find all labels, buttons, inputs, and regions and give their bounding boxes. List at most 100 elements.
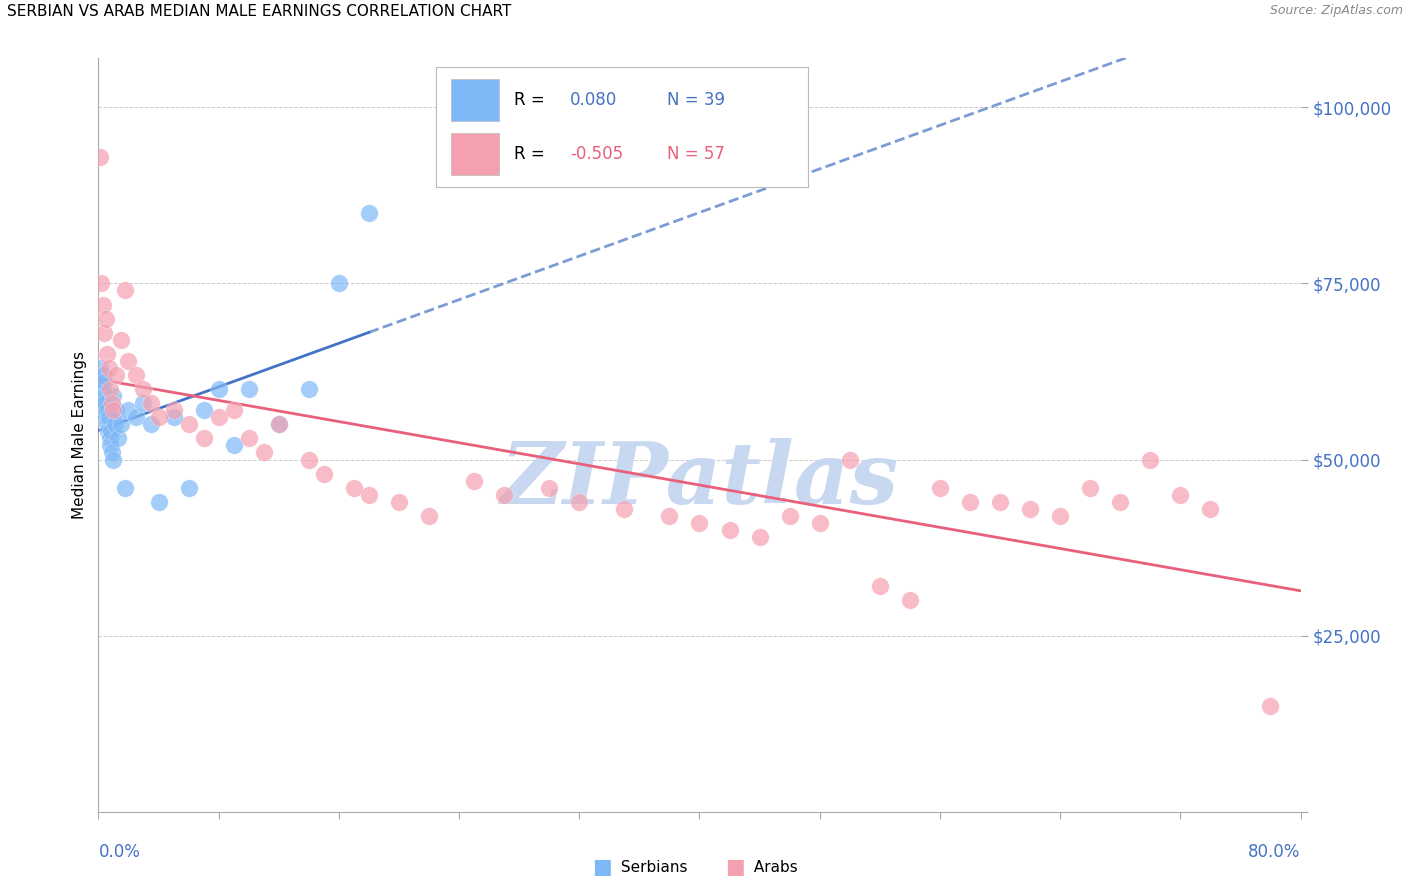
Point (658, 508, 681, 523)
Point (90, 277, 112, 291)
Point (929, 481, 952, 495)
Point (96, 347, 118, 361)
Point (114, 481, 136, 495)
Point (110, 417, 132, 432)
Point (91, 297, 114, 311)
Point (177, 417, 200, 432)
Text: ZIPatlas: ZIPatlas (501, 438, 898, 522)
Point (688, 516, 710, 530)
Point (613, 501, 636, 516)
Point (193, 403, 215, 417)
Point (177, 481, 200, 495)
Point (1139, 452, 1161, 467)
Point (93, 326, 115, 340)
Point (90, 396, 112, 410)
Point (418, 508, 440, 523)
Point (267, 417, 290, 432)
Point (89, 360, 111, 375)
Point (101, 445, 124, 459)
Point (1260, 699, 1282, 714)
Point (253, 445, 276, 459)
Point (463, 474, 485, 488)
Point (91, 403, 114, 417)
Point (748, 530, 770, 544)
Point (97, 425, 120, 439)
Text: Arabs: Arabs (749, 860, 799, 874)
Point (1170, 488, 1192, 502)
Text: ■: ■ (725, 857, 745, 877)
Point (94, 396, 117, 410)
Text: N = 39: N = 39 (666, 91, 725, 109)
Point (114, 284, 136, 298)
Point (1109, 495, 1132, 509)
Point (298, 452, 321, 467)
Point (267, 417, 290, 432)
Y-axis label: Median Male Earnings: Median Male Earnings (72, 351, 87, 519)
Point (162, 403, 184, 417)
Point (298, 382, 321, 396)
Text: ■: ■ (592, 857, 612, 877)
Text: Source: ZipAtlas.com: Source: ZipAtlas.com (1270, 4, 1403, 18)
Point (898, 593, 921, 607)
Point (105, 368, 128, 382)
Text: 0.080: 0.080 (569, 91, 617, 109)
Point (94, 410, 117, 425)
Point (1049, 508, 1071, 523)
Point (100, 425, 122, 439)
Point (312, 467, 335, 481)
Point (104, 417, 127, 432)
Point (388, 495, 411, 509)
Point (110, 333, 132, 347)
Point (90, 382, 112, 396)
Text: N = 57: N = 57 (666, 145, 724, 163)
Point (91, 368, 114, 382)
Bar (451, 79, 499, 121)
Point (222, 403, 245, 417)
Point (208, 382, 231, 396)
Text: R =: R = (515, 91, 550, 109)
Point (103, 389, 125, 403)
Text: Serbians: Serbians (616, 860, 688, 874)
Point (139, 417, 162, 432)
Point (568, 495, 591, 509)
Point (222, 438, 245, 452)
Point (132, 382, 155, 396)
Point (538, 481, 561, 495)
Point (988, 495, 1011, 509)
Point (838, 452, 860, 467)
Text: R =: R = (515, 145, 550, 163)
Point (117, 354, 139, 368)
Point (107, 431, 129, 445)
Point (357, 206, 380, 220)
Text: SERBIAN VS ARAB MEDIAN MALE EARNINGS CORRELATION CHART: SERBIAN VS ARAB MEDIAN MALE EARNINGS COR… (7, 4, 512, 20)
Point (238, 431, 260, 445)
Text: 0.0%: 0.0% (98, 843, 141, 861)
Point (103, 403, 125, 417)
Point (328, 277, 350, 291)
Point (208, 410, 231, 425)
Point (97, 360, 120, 375)
Point (238, 382, 260, 396)
Point (718, 523, 741, 537)
Point (93, 375, 115, 389)
Point (100, 382, 122, 396)
Point (100, 438, 122, 452)
Point (162, 410, 184, 425)
Point (105, 403, 128, 417)
Point (93, 389, 115, 403)
Point (494, 488, 516, 502)
Point (125, 368, 148, 382)
Point (959, 495, 981, 509)
Point (101, 396, 124, 410)
Point (148, 495, 170, 509)
Point (117, 403, 139, 417)
Point (343, 481, 366, 495)
Point (125, 410, 148, 425)
Point (94, 311, 117, 326)
Point (808, 516, 831, 530)
Point (132, 396, 155, 410)
Point (139, 396, 162, 410)
Point (148, 410, 170, 425)
Point (1199, 501, 1222, 516)
Point (869, 579, 891, 593)
